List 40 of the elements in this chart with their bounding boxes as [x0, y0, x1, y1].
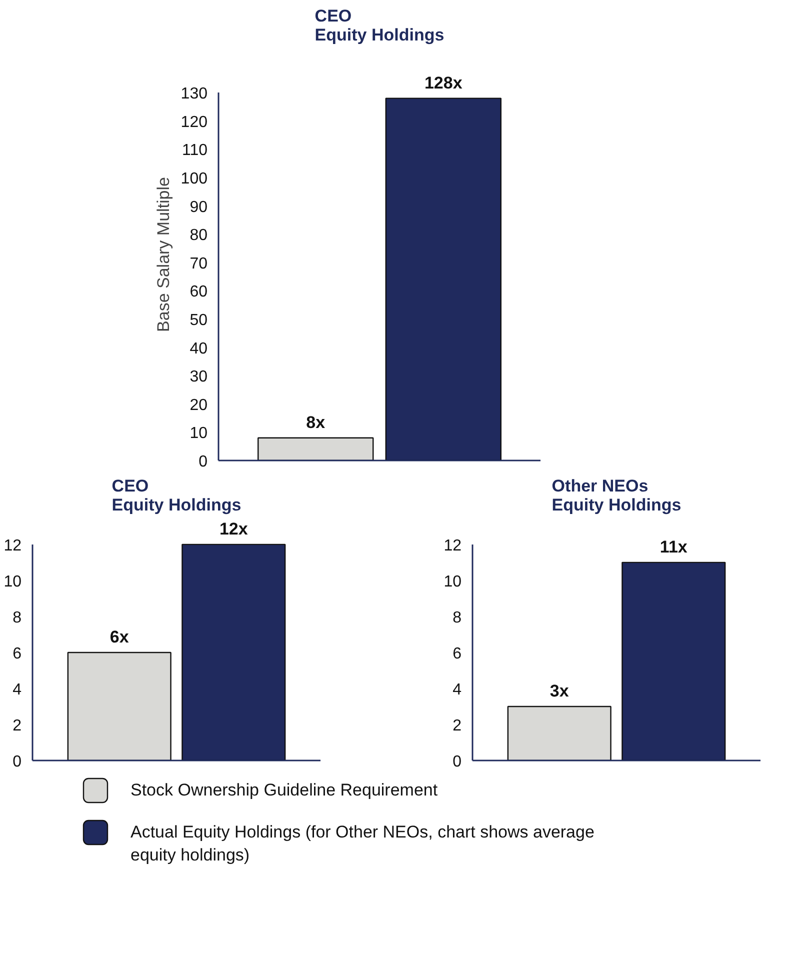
y-tick-label: 10	[444, 573, 462, 590]
y-tick-label: 10	[4, 573, 22, 590]
y-tick-label: 90	[190, 198, 208, 216]
y-tick-label: 60	[190, 284, 208, 301]
y-tick-label: 12	[4, 537, 22, 554]
chart-title: Other NEOs Equity Holdings	[552, 476, 682, 514]
y-tick-label: 12	[444, 537, 462, 554]
data-label: 6x	[110, 627, 130, 646]
y-tick-label: 100	[180, 170, 208, 188]
y-tick-label: 30	[190, 368, 208, 386]
y-tick-label: 8	[452, 609, 462, 626]
y-tick-label: 0	[198, 454, 208, 470]
y-tick-label: 6	[452, 645, 462, 662]
data-label: 3x	[550, 681, 570, 700]
y-tick-label: 2	[12, 717, 22, 734]
legend-label: Stock Ownership Guideline Requirement	[130, 780, 438, 800]
chart-title: CEO Equity Holdings	[112, 476, 242, 514]
y-tick-label: 2	[452, 717, 462, 734]
y-tick-label: 110	[182, 142, 208, 160]
y-axis-title: Base Salary Multiple	[154, 177, 173, 332]
data-label: 11x	[660, 537, 688, 556]
y-tick-label: 70	[190, 255, 208, 272]
legend-label: Actual Equity Holdings (for Other NEOs, chart shows average equity holdings)	[130, 822, 594, 864]
y-tick-label: 130	[180, 86, 208, 103]
y-tick-label: 120	[180, 114, 208, 131]
data-label: 12x	[219, 519, 248, 538]
data-label: 128x	[424, 73, 463, 92]
y-tick-label: 20	[190, 396, 208, 414]
chart-title: CEO Equity Holdings	[314, 6, 444, 44]
y-tick-label: 40	[190, 340, 208, 358]
y-tick-label: 8	[12, 609, 22, 626]
y-tick-label: 80	[190, 227, 208, 244]
y-tick-label: 6	[12, 645, 22, 662]
y-tick-label: 50	[190, 312, 208, 330]
y-tick-label: 0	[12, 754, 22, 770]
y-tick-label: 4	[12, 681, 22, 698]
data-label: 8x	[306, 412, 326, 432]
y-tick-label: 4	[452, 681, 462, 698]
y-tick-label: 10	[190, 425, 208, 442]
y-tick-label: 0	[452, 754, 462, 770]
